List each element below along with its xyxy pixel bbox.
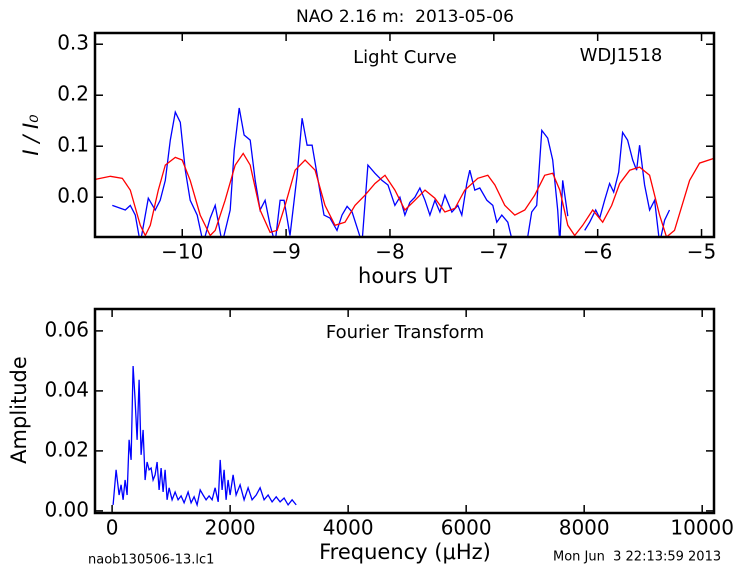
x-tick-label: −5 [687,240,716,264]
x-tick-label: −9 [271,240,300,264]
footer-file: naob130506-13.lc1 [88,553,214,568]
x-tick-label: −7 [479,240,508,264]
x-tick-label: −10 [161,240,203,264]
annotation: Fourier Transform [326,322,484,343]
y-tick-label: 0.2 [57,82,89,106]
data-line [112,365,297,508]
y-tick-label: 0.1 [57,133,89,157]
annotation: Light Curve [353,47,457,68]
x-tick-label: 6000 [441,516,492,540]
annotation: WDJ1518 [580,45,663,66]
x-tick-label: 2000 [205,516,256,540]
x-tick-label: 10000 [670,516,734,540]
x-tick-label: −6 [583,240,612,264]
y-axis-label: I / I₀ [19,114,43,156]
y-tick-label: 0.02 [44,437,89,461]
footer-date: Mon Jun 3 22:13:59 2013 [553,550,721,565]
y-tick-label: 0.04 [44,377,89,401]
data-line [112,107,671,237]
chart-title: NAO 2.16 m: 2013-05-06 [296,7,514,27]
data-line [95,152,714,237]
x-tick-label: 4000 [323,516,374,540]
x-axis-label: hours UT [358,264,452,288]
plot-frame [93,307,716,515]
y-tick-label: 0.00 [44,497,89,521]
plot-frame [93,31,716,239]
y-tick-label: 0.0 [57,184,89,208]
y-tick-label: 0.06 [44,317,89,341]
y-tick-label: 0.3 [57,31,89,55]
x-tick-label: −8 [375,240,404,264]
x-tick-label: 0 [106,516,119,540]
x-tick-label: 8000 [559,516,610,540]
x-axis-label: Frequency (μHz) [319,540,491,564]
y-axis-label: Amplitude [7,356,31,464]
